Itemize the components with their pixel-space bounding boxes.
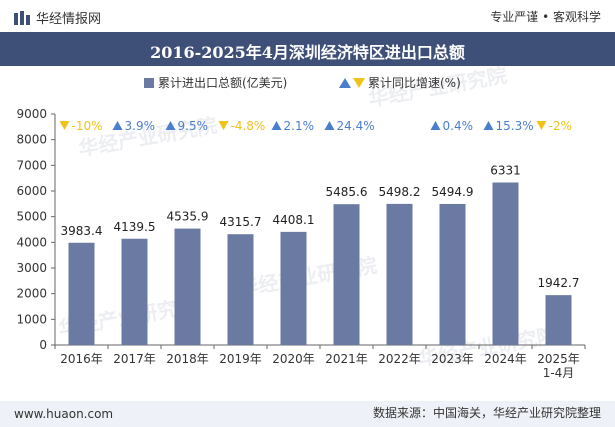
data-source: 数据来源：中国海关，华经产业研究院整理 bbox=[372, 406, 601, 420]
y-tick-label: 4000 bbox=[16, 235, 47, 249]
bar-value-label: 4315.7 bbox=[220, 215, 262, 229]
growth-rate-label: -2% bbox=[549, 119, 572, 133]
bar-value-label: 5498.2 bbox=[379, 185, 421, 199]
x-tick-label: 2020年 bbox=[272, 352, 315, 366]
bar-value-label: 6331 bbox=[490, 164, 521, 178]
y-tick-label: 5000 bbox=[16, 210, 47, 224]
bar-value-label: 4408.1 bbox=[273, 213, 315, 227]
legend-down-triangle-icon bbox=[353, 78, 365, 88]
growth-up-triangle-icon bbox=[324, 121, 335, 130]
axes: 0 1000 2000 3000 4000 5000 6000 7000 8000 9000 201… bbox=[16, 107, 586, 380]
x-tick-label: 2024年 bbox=[484, 352, 527, 366]
growth-up-triangle-icon bbox=[483, 121, 494, 130]
x-tick-label: 2019年 bbox=[219, 352, 262, 366]
growth-down-triangle-icon bbox=[218, 121, 229, 130]
y-tick-label: 3000 bbox=[16, 261, 47, 275]
brand-name: 华经情报网 bbox=[36, 12, 102, 27]
x-tick-label: 2022年 bbox=[378, 352, 421, 366]
x-tick-label: 2025年 bbox=[537, 352, 580, 366]
chart: 华经产业研究院华经产业研究院华经产业研究院华经产业研究院华经产业研究院 累计进出… bbox=[16, 66, 586, 380]
y-tick-label: 2000 bbox=[16, 287, 47, 301]
growth-rate-label: 15.3% bbox=[496, 119, 534, 133]
bar-value-label: 1942.7 bbox=[538, 276, 580, 290]
growth-down-triangle-icon bbox=[536, 121, 547, 130]
bar bbox=[227, 234, 254, 345]
bar bbox=[545, 295, 572, 345]
growth-down-triangle-icon bbox=[59, 121, 70, 130]
x-tick-label: 2023年 bbox=[431, 352, 474, 366]
bar-value-label: 4139.5 bbox=[114, 220, 156, 234]
bar bbox=[121, 238, 148, 345]
growth-rate-label: 2.1% bbox=[284, 119, 315, 133]
bar bbox=[333, 204, 360, 345]
top-bar: 华经情报网 专业严谨 • 客观科学 bbox=[0, 0, 615, 32]
growth-rate-label: -4.8% bbox=[231, 119, 266, 133]
growth-up-triangle-icon bbox=[271, 121, 282, 130]
legend: 累计进出口总额(亿美元) 累计同比增速(%) bbox=[144, 75, 461, 90]
website-url[interactable]: www.huaon.com bbox=[14, 407, 114, 421]
y-tick-label: 6000 bbox=[16, 184, 47, 198]
growth-rate-label: 9.5% bbox=[178, 119, 209, 133]
bar bbox=[280, 231, 307, 345]
y-tick-label: 9000 bbox=[16, 107, 47, 121]
legend-swatch-bar bbox=[144, 78, 154, 88]
chart-title: 2016-2025年4月深圳经济特区进出口总额 bbox=[150, 43, 465, 62]
growth-rate-label: 3.9% bbox=[125, 119, 156, 133]
bar bbox=[68, 242, 95, 345]
growth-rate-label: 24.4% bbox=[337, 119, 375, 133]
x-tick-label: 2017年 bbox=[113, 352, 156, 366]
bar-value-label: 5485.6 bbox=[326, 185, 368, 199]
bar-value-label: 5494.9 bbox=[432, 185, 474, 199]
growth-up-triangle-icon bbox=[430, 121, 441, 130]
y-tick-label: 7000 bbox=[16, 158, 47, 172]
x-tick-label: 2021年 bbox=[325, 352, 368, 366]
x-tick-label: 2016年 bbox=[60, 352, 103, 366]
bar bbox=[439, 203, 466, 345]
growth-rate-label: -10% bbox=[72, 119, 103, 133]
bar bbox=[492, 182, 519, 345]
growth-rate-label: 0.4% bbox=[443, 119, 474, 133]
y-tick-label: 8000 bbox=[16, 133, 47, 147]
bar bbox=[386, 203, 413, 345]
brand-logo-icon bbox=[14, 10, 30, 25]
brand: 华经情报网 bbox=[14, 8, 101, 27]
tagline: 专业严谨 • 客观科学 bbox=[490, 10, 601, 24]
growth-up-triangle-icon bbox=[112, 121, 123, 130]
title-bar bbox=[0, 32, 615, 66]
footer-bar bbox=[0, 401, 615, 427]
x-tick-label: 2018年 bbox=[166, 352, 209, 366]
legend-label-total: 累计进出口总额(亿美元) bbox=[158, 75, 287, 90]
legend-up-triangle-icon bbox=[339, 78, 351, 88]
bar-value-label: 3983.4 bbox=[61, 224, 103, 238]
x-tick-label: 1-4月 bbox=[543, 366, 575, 380]
bar bbox=[174, 228, 201, 345]
y-tick-label: 1000 bbox=[16, 312, 47, 326]
growth-up-triangle-icon bbox=[165, 121, 176, 130]
bar-value-label: 4535.9 bbox=[167, 210, 209, 224]
legend-label-growth: 累计同比增速(%) bbox=[368, 76, 461, 90]
y-tick-label: 0 bbox=[39, 338, 47, 352]
